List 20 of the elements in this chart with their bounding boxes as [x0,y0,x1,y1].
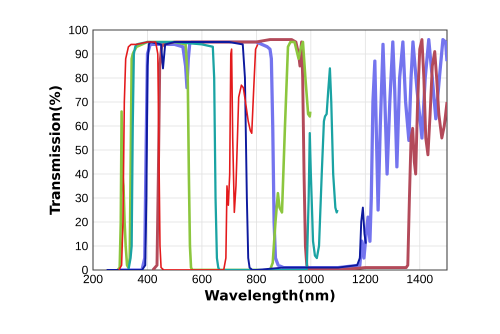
y-tick-label: 20 [76,218,88,226]
y-tick-label: 0 [82,266,88,274]
y-tick-label: 10 [76,242,88,250]
x-tick-label: 600 [192,274,212,284]
y-tick-label: 40 [75,170,88,178]
y-tick-label: 30 [75,194,88,202]
x-tick-label: 400 [138,274,158,284]
x-tick-label: 1200 [352,274,378,284]
x-tick-label: 1000 [298,274,324,284]
y-tick-label: 70 [76,98,88,106]
y-tick-label: 80 [75,74,88,82]
x-tick-label: 1400 [407,274,433,284]
x-tick-label: 200 [84,274,103,284]
y-tick-label: 100 [69,26,88,34]
y-tick-label: 50 [75,146,88,154]
y-tick-label: 90 [76,50,88,58]
y-tick-label: 60 [76,122,88,130]
x-axis-title: Wavelength(nm) [204,290,334,304]
x-tick-label: 800 [246,274,266,284]
y-axis-title: Transmission(%) [49,86,62,215]
